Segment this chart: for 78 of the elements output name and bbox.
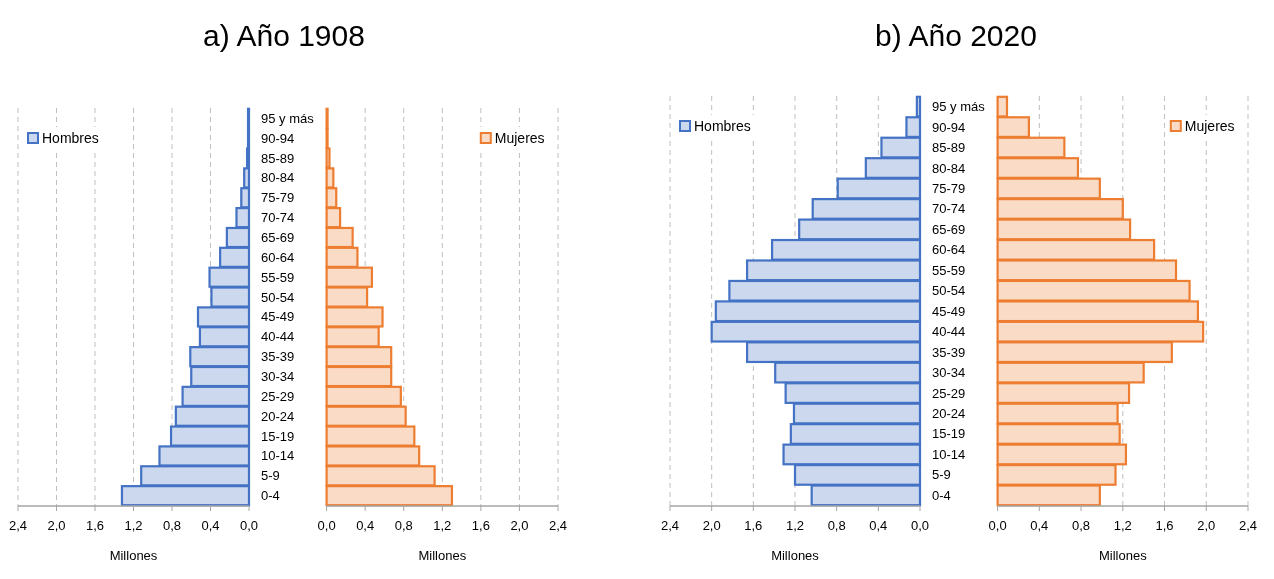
legend-label: Hombres — [42, 130, 99, 146]
y-tick-label: 20-24 — [261, 408, 295, 424]
y-tick-label: 65-69 — [932, 221, 966, 237]
y-tick-label: 60-64 — [932, 242, 966, 258]
y-tick-label: 5-9 — [261, 468, 280, 484]
y-tick-label: 0-4 — [261, 488, 280, 504]
y-tick-label: 25-29 — [261, 388, 295, 404]
x-tick-label: 0,8 — [1072, 518, 1091, 533]
x-tick-label: 0,8 — [827, 518, 846, 533]
x-tick-label: 1,6 — [744, 518, 763, 533]
y-tick-label: 60-64 — [261, 249, 295, 265]
x-tick-label: 2,0 — [702, 518, 721, 533]
chart-title: b) Año 2020 — [875, 19, 1037, 52]
x-tick-label: 2,4 — [1238, 518, 1258, 533]
y-tick-label: 70-74 — [261, 210, 295, 226]
x-axis-title: Millones — [1098, 548, 1148, 563]
y-tick-label: 35-39 — [932, 344, 966, 360]
x-tick-label: 0,4 — [1030, 518, 1049, 533]
y-tick-label: 5-9 — [932, 467, 951, 483]
x-tick-label: 1,6 — [85, 518, 105, 533]
x-tick-label: 2,0 — [1197, 518, 1216, 533]
x-tick-label: 2,0 — [510, 518, 529, 533]
y-tick-label: 90-94 — [932, 119, 966, 135]
x-tick-label: 1,2 — [124, 518, 143, 533]
y-tick-label: 40-44 — [932, 324, 966, 340]
x-tick-label: 2,4 — [548, 518, 568, 533]
x-tick-label: 1,2 — [785, 518, 805, 533]
y-tick-label: 40-44 — [261, 329, 295, 345]
x-tick-label: 0,8 — [394, 518, 413, 533]
y-tick-label: 35-39 — [261, 349, 295, 365]
y-tick-label: 85-89 — [261, 150, 295, 166]
y-tick-label: 75-79 — [261, 190, 295, 206]
y-tick-label: 15-19 — [932, 426, 966, 442]
x-tick-label: 1,2 — [433, 518, 452, 533]
y-tick-label: 55-59 — [932, 262, 966, 278]
x-tick-label: 0,4 — [356, 518, 375, 533]
x-tick-label: 0,0 — [988, 518, 1007, 533]
y-tick-label: 80-84 — [261, 170, 295, 186]
x-tick-label: 1,6 — [1155, 518, 1174, 533]
y-tick-label: 0-4 — [932, 487, 951, 503]
y-tick-label: 55-59 — [261, 269, 295, 285]
y-tick-label: 15-19 — [261, 428, 295, 444]
x-tick-label: 0,4 — [869, 518, 888, 533]
y-tick-label: 80-84 — [932, 160, 966, 176]
x-tick-label: 2,4 — [660, 518, 680, 533]
y-tick-label: 20-24 — [932, 406, 966, 422]
x-tick-label: 0,8 — [162, 518, 182, 533]
y-tick-label: 70-74 — [932, 201, 966, 217]
legend-label: Mujeres — [1184, 118, 1235, 134]
y-tick-label: 65-69 — [261, 229, 295, 245]
y-tick-label: 10-14 — [932, 446, 966, 462]
y-tick-label: 75-79 — [932, 180, 966, 196]
y-tick-label: 45-49 — [932, 303, 966, 319]
legend-label: Mujeres — [494, 130, 545, 146]
y-tick-label: 90-94 — [261, 130, 295, 146]
chart-title: a) Año 1908 — [203, 19, 365, 52]
x-axis-title: Millones — [109, 548, 158, 563]
legend-label: Hombres — [694, 118, 751, 134]
x-tick-label: 1,2 — [1113, 518, 1132, 533]
x-tick-label: 1,6 — [471, 518, 490, 533]
y-tick-label: 85-89 — [932, 140, 966, 156]
x-axis-title: Millones — [418, 548, 467, 563]
x-axis-title: Millones — [771, 548, 820, 563]
x-tick-label: 2,0 — [47, 518, 66, 533]
y-tick-label: 30-34 — [932, 365, 966, 381]
x-tick-label: 0,0 — [239, 518, 259, 533]
x-tick-label: 0,0 — [317, 518, 336, 533]
y-tick-label: 10-14 — [261, 448, 295, 464]
y-tick-label: 30-34 — [261, 369, 295, 385]
y-tick-label: 95 y más — [261, 110, 315, 126]
x-tick-label: 0,0 — [910, 518, 930, 533]
x-tick-label: 0,4 — [201, 518, 220, 533]
y-tick-label: 50-54 — [261, 289, 295, 305]
y-tick-label: 25-29 — [932, 385, 966, 401]
y-tick-label: 50-54 — [932, 283, 966, 299]
x-tick-label: 2,4 — [8, 518, 28, 533]
y-tick-label: 95 y más — [932, 99, 986, 115]
y-tick-label: 45-49 — [261, 309, 295, 325]
